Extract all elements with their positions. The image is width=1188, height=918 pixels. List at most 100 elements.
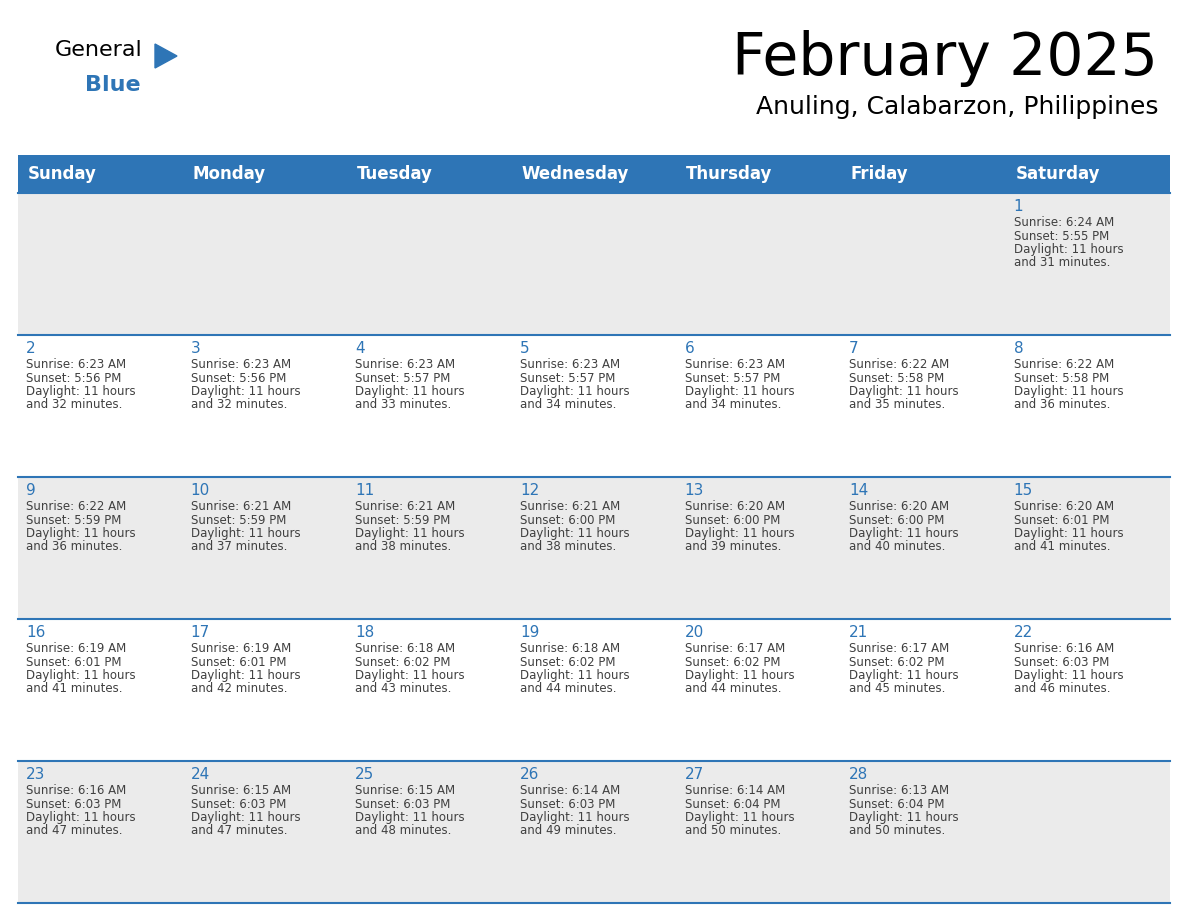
Text: Sunrise: 6:20 AM: Sunrise: 6:20 AM — [1013, 500, 1114, 513]
Polygon shape — [154, 44, 177, 68]
Text: 25: 25 — [355, 767, 374, 782]
Text: Sunrise: 6:18 AM: Sunrise: 6:18 AM — [355, 642, 455, 655]
Text: Sunset: 5:57 PM: Sunset: 5:57 PM — [355, 372, 450, 385]
Text: 12: 12 — [520, 483, 539, 498]
Text: Sunrise: 6:18 AM: Sunrise: 6:18 AM — [520, 642, 620, 655]
Text: Sunrise: 6:17 AM: Sunrise: 6:17 AM — [849, 642, 949, 655]
Text: Sunrise: 6:21 AM: Sunrise: 6:21 AM — [355, 500, 456, 513]
Text: Daylight: 11 hours: Daylight: 11 hours — [191, 811, 301, 824]
Text: Sunset: 5:57 PM: Sunset: 5:57 PM — [684, 372, 779, 385]
Bar — [512, 155, 676, 193]
Text: Blue: Blue — [86, 75, 140, 95]
Text: 27: 27 — [684, 767, 703, 782]
Text: Daylight: 11 hours: Daylight: 11 hours — [1013, 527, 1124, 540]
Text: Sunrise: 6:23 AM: Sunrise: 6:23 AM — [191, 358, 291, 371]
Text: General: General — [55, 40, 143, 60]
Text: Daylight: 11 hours: Daylight: 11 hours — [684, 669, 794, 682]
Text: 14: 14 — [849, 483, 868, 498]
Text: Sunset: 6:04 PM: Sunset: 6:04 PM — [684, 798, 781, 811]
Text: Sunrise: 6:20 AM: Sunrise: 6:20 AM — [849, 500, 949, 513]
Text: Sunset: 6:00 PM: Sunset: 6:00 PM — [849, 513, 944, 527]
Text: Daylight: 11 hours: Daylight: 11 hours — [191, 385, 301, 398]
Text: Tuesday: Tuesday — [358, 165, 432, 183]
Text: 15: 15 — [1013, 483, 1032, 498]
Text: Sunrise: 6:19 AM: Sunrise: 6:19 AM — [26, 642, 126, 655]
Text: Sunset: 6:01 PM: Sunset: 6:01 PM — [191, 655, 286, 668]
Text: 8: 8 — [1013, 341, 1023, 356]
Text: 20: 20 — [684, 625, 703, 640]
Text: and 46 minutes.: and 46 minutes. — [1013, 682, 1110, 696]
Text: and 42 minutes.: and 42 minutes. — [191, 682, 287, 696]
Text: 22: 22 — [1013, 625, 1032, 640]
Text: Sunset: 5:59 PM: Sunset: 5:59 PM — [355, 513, 450, 527]
Text: Sunset: 6:02 PM: Sunset: 6:02 PM — [355, 655, 451, 668]
Text: 17: 17 — [191, 625, 210, 640]
Text: and 40 minutes.: and 40 minutes. — [849, 541, 946, 554]
Bar — [676, 155, 841, 193]
Text: Daylight: 11 hours: Daylight: 11 hours — [355, 811, 465, 824]
Text: and 33 minutes.: and 33 minutes. — [355, 398, 451, 411]
Text: Daylight: 11 hours: Daylight: 11 hours — [684, 811, 794, 824]
Text: Sunrise: 6:21 AM: Sunrise: 6:21 AM — [191, 500, 291, 513]
Text: 7: 7 — [849, 341, 859, 356]
Text: and 36 minutes.: and 36 minutes. — [26, 541, 122, 554]
Text: and 41 minutes.: and 41 minutes. — [1013, 541, 1110, 554]
Text: and 47 minutes.: and 47 minutes. — [26, 824, 122, 837]
Text: and 38 minutes.: and 38 minutes. — [520, 541, 617, 554]
Text: Daylight: 11 hours: Daylight: 11 hours — [849, 527, 959, 540]
Text: Sunset: 6:03 PM: Sunset: 6:03 PM — [355, 798, 450, 811]
Text: Daylight: 11 hours: Daylight: 11 hours — [191, 669, 301, 682]
Text: 28: 28 — [849, 767, 868, 782]
Text: 18: 18 — [355, 625, 374, 640]
Text: Sunrise: 6:23 AM: Sunrise: 6:23 AM — [520, 358, 620, 371]
Text: Monday: Monday — [192, 165, 266, 183]
Bar — [18, 619, 1170, 761]
Text: Sunset: 5:59 PM: Sunset: 5:59 PM — [26, 513, 121, 527]
Text: Sunrise: 6:22 AM: Sunrise: 6:22 AM — [26, 500, 126, 513]
Text: and 32 minutes.: and 32 minutes. — [26, 398, 122, 411]
Text: Daylight: 11 hours: Daylight: 11 hours — [849, 669, 959, 682]
Text: 6: 6 — [684, 341, 694, 356]
Text: 10: 10 — [191, 483, 210, 498]
Text: Sunset: 6:00 PM: Sunset: 6:00 PM — [520, 513, 615, 527]
Text: Sunrise: 6:15 AM: Sunrise: 6:15 AM — [355, 784, 455, 797]
Text: and 39 minutes.: and 39 minutes. — [684, 541, 781, 554]
Text: and 50 minutes.: and 50 minutes. — [849, 824, 946, 837]
Text: 11: 11 — [355, 483, 374, 498]
Text: and 36 minutes.: and 36 minutes. — [1013, 398, 1110, 411]
Text: and 43 minutes.: and 43 minutes. — [355, 682, 451, 696]
Text: and 45 minutes.: and 45 minutes. — [849, 682, 946, 696]
Text: Daylight: 11 hours: Daylight: 11 hours — [849, 385, 959, 398]
Text: Sunrise: 6:16 AM: Sunrise: 6:16 AM — [1013, 642, 1114, 655]
Text: Sunrise: 6:20 AM: Sunrise: 6:20 AM — [684, 500, 784, 513]
Text: Daylight: 11 hours: Daylight: 11 hours — [1013, 243, 1124, 256]
Text: Sunset: 6:03 PM: Sunset: 6:03 PM — [191, 798, 286, 811]
Text: Sunrise: 6:14 AM: Sunrise: 6:14 AM — [684, 784, 785, 797]
Text: Daylight: 11 hours: Daylight: 11 hours — [520, 385, 630, 398]
Text: Sunrise: 6:22 AM: Sunrise: 6:22 AM — [1013, 358, 1114, 371]
Text: Daylight: 11 hours: Daylight: 11 hours — [1013, 669, 1124, 682]
Text: Sunset: 6:03 PM: Sunset: 6:03 PM — [26, 798, 121, 811]
Text: Wednesday: Wednesday — [522, 165, 628, 183]
Text: Thursday: Thursday — [687, 165, 772, 183]
Text: Saturday: Saturday — [1016, 165, 1100, 183]
Text: Daylight: 11 hours: Daylight: 11 hours — [849, 811, 959, 824]
Text: Sunrise: 6:15 AM: Sunrise: 6:15 AM — [191, 784, 291, 797]
Text: Daylight: 11 hours: Daylight: 11 hours — [520, 811, 630, 824]
Bar — [183, 155, 347, 193]
Text: Sunrise: 6:17 AM: Sunrise: 6:17 AM — [684, 642, 785, 655]
Text: 24: 24 — [191, 767, 210, 782]
Text: 21: 21 — [849, 625, 868, 640]
Text: Daylight: 11 hours: Daylight: 11 hours — [684, 385, 794, 398]
Text: and 48 minutes.: and 48 minutes. — [355, 824, 451, 837]
Text: Anuling, Calabarzon, Philippines: Anuling, Calabarzon, Philippines — [756, 95, 1158, 119]
Text: and 31 minutes.: and 31 minutes. — [1013, 256, 1110, 270]
Bar — [18, 335, 1170, 477]
Text: Daylight: 11 hours: Daylight: 11 hours — [1013, 385, 1124, 398]
Text: 2: 2 — [26, 341, 36, 356]
Text: and 50 minutes.: and 50 minutes. — [684, 824, 781, 837]
Text: Sunset: 5:58 PM: Sunset: 5:58 PM — [849, 372, 944, 385]
Text: Sunrise: 6:19 AM: Sunrise: 6:19 AM — [191, 642, 291, 655]
Text: 1: 1 — [1013, 199, 1023, 214]
Text: Daylight: 11 hours: Daylight: 11 hours — [355, 669, 465, 682]
